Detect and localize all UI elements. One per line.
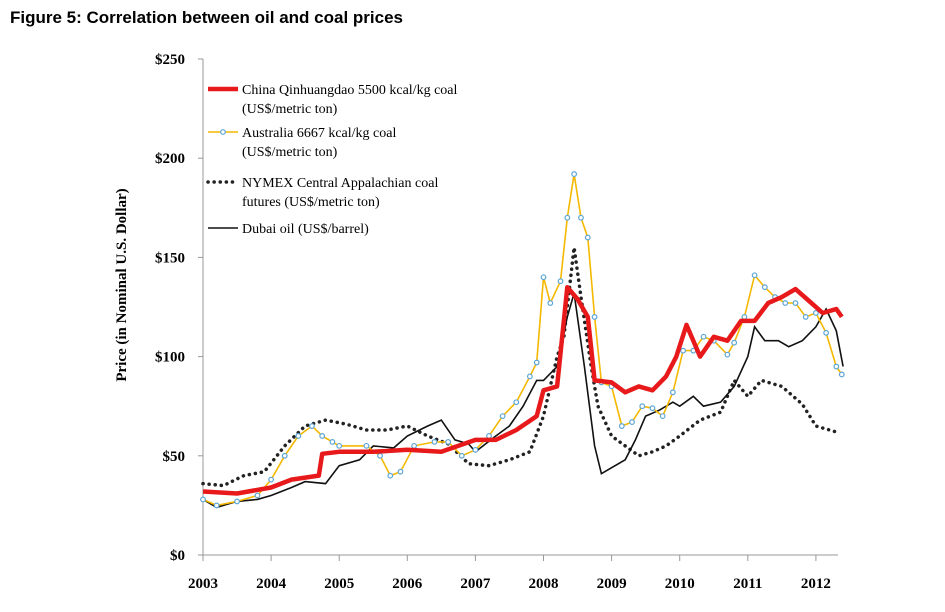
data-point <box>669 389 676 396</box>
data-point <box>680 347 687 354</box>
data-point <box>526 373 533 380</box>
data-point <box>838 371 845 378</box>
data-point <box>547 300 554 306</box>
data-point <box>792 300 799 306</box>
data-point <box>724 351 731 358</box>
legend-label: futures (US$/metric ton) <box>242 195 380 210</box>
data-point <box>472 446 479 453</box>
data-point <box>309 423 315 429</box>
data-point <box>499 413 506 420</box>
data-point <box>281 452 288 459</box>
x-tick-label: 2009 <box>597 576 627 592</box>
legend-label: Australia 6667 kcal/kg coal <box>242 126 396 141</box>
series-2 <box>201 247 839 488</box>
y-tick-label: $150 <box>155 250 185 266</box>
series-line <box>202 292 844 509</box>
data-point <box>458 452 465 459</box>
x-tick-label: 2006 <box>392 576 423 592</box>
series-1 <box>200 171 845 509</box>
legend-marker <box>220 129 226 135</box>
data-point <box>571 171 578 177</box>
data-point <box>700 333 707 340</box>
data-point <box>540 274 547 281</box>
data-point <box>618 423 625 429</box>
data-point <box>234 498 240 505</box>
data-point <box>741 314 748 320</box>
data-point <box>659 413 666 420</box>
legend-label: Dubai oil (US$/barrel) <box>242 222 369 237</box>
series-line <box>202 284 844 496</box>
legend-label: (US$/metric ton) <box>242 145 338 160</box>
data-point <box>533 359 540 366</box>
data-point <box>751 272 758 279</box>
series-line <box>201 247 839 488</box>
data-point <box>486 433 492 439</box>
y-tick-label: $0 <box>170 548 185 564</box>
legend: China Qinhuangdao 5500 kcal/kg coal (US$/… <box>206 83 458 237</box>
data-point <box>268 476 275 483</box>
data-point <box>629 419 635 425</box>
legend-label: NYMEX Central Appalachian coal <box>242 176 438 191</box>
data-point <box>584 234 591 241</box>
data-point <box>397 468 404 475</box>
data-point <box>377 452 383 459</box>
data-point <box>591 314 598 320</box>
data-point <box>213 502 220 509</box>
x-tick-label: 2003 <box>188 576 218 592</box>
series-line <box>202 173 843 507</box>
x-tick-label: 2007 <box>460 576 491 592</box>
data-point <box>431 439 438 445</box>
data-point <box>200 496 206 503</box>
data-point <box>513 399 520 406</box>
data-point <box>731 339 738 346</box>
data-point <box>557 278 564 285</box>
y-tick-label: $50 <box>163 449 186 465</box>
chart-title: Figure 5: Correlation between oil and co… <box>10 8 403 27</box>
data-point <box>639 403 646 410</box>
data-point <box>761 284 768 291</box>
data-point <box>254 492 261 499</box>
x-tick-label: 2005 <box>324 576 354 592</box>
y-tick-label: $100 <box>155 350 185 366</box>
data-point <box>802 314 809 320</box>
data-point <box>649 405 656 412</box>
data-point <box>387 472 394 479</box>
data-point <box>363 442 370 449</box>
x-tick-label: 2012 <box>801 576 831 592</box>
data-point <box>578 214 584 221</box>
y-tick-label: $250 <box>155 52 185 68</box>
legend-label: (US$/metric ton) <box>242 102 338 117</box>
data-point <box>319 433 326 439</box>
data-point <box>564 214 571 221</box>
data-point <box>445 439 452 445</box>
x-tick-label: 2004 <box>256 576 287 592</box>
data-point <box>411 442 418 449</box>
legend-label: China Qinhuangdao 5500 kcal/kg coal <box>242 83 458 98</box>
data-point <box>833 363 840 370</box>
x-tick-label: 2008 <box>529 576 559 592</box>
data-point <box>329 439 336 445</box>
x-tick-label: 2011 <box>733 576 762 592</box>
data-point <box>813 310 819 316</box>
data-point <box>823 329 830 336</box>
data-point <box>295 433 302 439</box>
x-tick-label: 2010 <box>665 576 695 592</box>
y-tick-label: $200 <box>155 151 185 167</box>
data-point <box>336 442 343 449</box>
data-point <box>782 300 789 306</box>
series-3 <box>202 292 844 509</box>
y-axis-title: Price (in Nominal U.S. Dollar) <box>114 188 130 381</box>
series-0 <box>202 284 844 496</box>
